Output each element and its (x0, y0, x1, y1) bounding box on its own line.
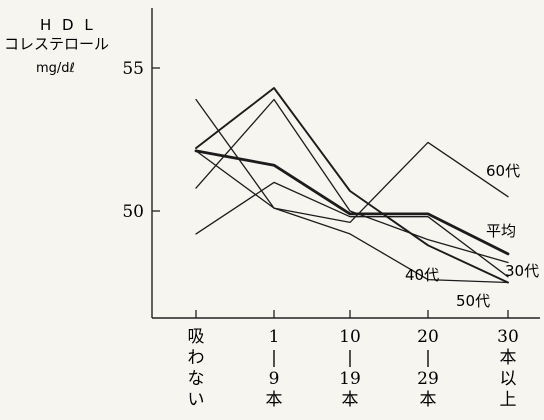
x-tick-label-char: な (188, 369, 205, 389)
x-tick-label: 20|29本 (417, 327, 439, 410)
x-tick-label-char: 1 (269, 327, 280, 347)
y-ticks: 50 55 (122, 59, 160, 222)
series-line-60代 (195, 141, 509, 224)
x-tick-label-char: 以 (500, 369, 517, 389)
series-lines (194, 87, 510, 284)
x-tick-label-char: 10 (339, 327, 361, 347)
x-tick-label-char: 29 (417, 369, 439, 389)
x-tick-label-char: | (347, 348, 353, 368)
y-tick-label: 55 (122, 59, 144, 79)
series-label-50代: 50代 (456, 292, 490, 310)
x-tick-label-char: | (271, 348, 277, 368)
axes (151, 8, 540, 319)
series-line-30代 (195, 87, 509, 284)
x-tick-label: 1|9本 (266, 327, 283, 410)
x-tick-label-char: 20 (417, 327, 439, 347)
x-tick-label: 10|19本 (339, 327, 361, 410)
series-line-平均 (194, 149, 510, 256)
x-tick-label-char: わ (188, 348, 205, 368)
x-tick-label-char: 上 (500, 390, 517, 410)
series-line-40代 (195, 181, 509, 278)
y-axis-title: H D L コレステロール mg/dℓ (4, 16, 109, 76)
series-label-40代: 40代 (405, 266, 439, 284)
x-tick-label-char: 9 (269, 369, 280, 389)
x-tick-label-char: 30 (497, 327, 519, 347)
y-axis-title-line-2: コレステロール (4, 35, 109, 53)
series-line-50代 (195, 98, 509, 284)
series-label-30代: 30代 (505, 262, 539, 280)
y-axis-title-line-1: H D L (40, 16, 96, 34)
x-tick-label-char: 本 (342, 390, 359, 410)
x-tick-label-char: 本 (500, 348, 517, 368)
x-tick-label-char: 本 (266, 390, 283, 410)
x-tick-label-char: 19 (339, 369, 361, 389)
x-tick-label-char: い (188, 390, 205, 410)
x-tick-label-char: | (425, 348, 431, 368)
series-label-60代: 60代 (486, 162, 520, 180)
series-label-平均: 平均 (486, 222, 516, 240)
y-tick-label: 50 (122, 202, 144, 222)
y-axis-unit: mg/dℓ (36, 61, 75, 76)
x-tick-label-char: 本 (420, 390, 437, 410)
x-tick-label-char: 吸 (188, 327, 205, 347)
series-line-unlabeled (195, 98, 509, 264)
